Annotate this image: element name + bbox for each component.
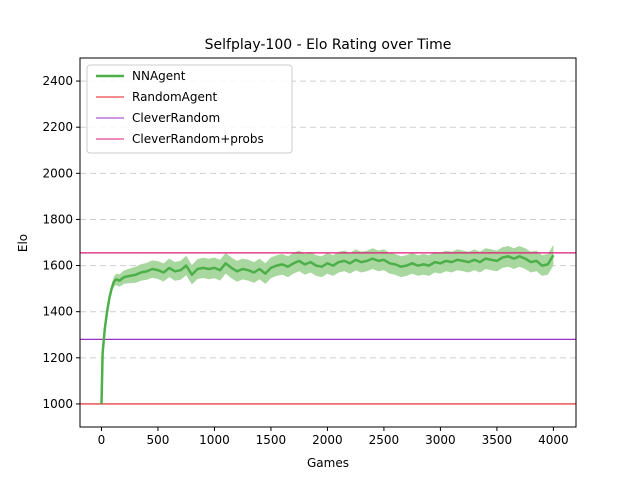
legend-box [86, 64, 293, 154]
legend-label-cleverrandom: CleverRandom [132, 111, 220, 125]
x-axis-label: Games [307, 456, 349, 470]
x-tick-label: 1500 [256, 433, 287, 447]
x-tick-label: 500 [147, 433, 170, 447]
y-tick-label: 1800 [42, 212, 73, 226]
legend-label-nnagent: NNAgent [132, 69, 186, 83]
nnagent-line [100, 254, 555, 404]
legend-label-randomagent: RandomAgent [132, 90, 217, 104]
x-tick-label: 3500 [482, 433, 513, 447]
y-tick-label: 2200 [42, 120, 73, 134]
legend-label-cleverrandom-probs: CleverRandom+probs [132, 132, 264, 146]
x-tick-label: 3000 [425, 433, 456, 447]
chart-title: Selfplay-100 - Elo Rating over Time [205, 37, 452, 53]
y-tick-label: 1200 [42, 351, 73, 365]
y-tick-label: 2400 [42, 74, 73, 88]
nnagent-confidence-band [101, 244, 554, 404]
y-tick-label: 1400 [42, 305, 73, 319]
x-tick-label: 2500 [369, 433, 400, 447]
y-tick-label: 2000 [42, 166, 73, 180]
y-tick-label: 1600 [42, 259, 73, 273]
x-axis-ticks: 0 500 1000 1500 2000 2500 3000 3500 4000 [98, 427, 569, 447]
x-tick-label: 1000 [199, 433, 230, 447]
y-axis-ticks: 1000 1200 1400 1600 1800 2000 2200 2400 [42, 74, 80, 411]
y-tick-label: 1000 [42, 397, 73, 411]
x-tick-label: 0 [98, 433, 106, 447]
x-tick-label: 4000 [538, 433, 569, 447]
legend: NNAgent RandomAgent CleverRandom CleverR… [86, 64, 293, 154]
x-tick-label: 2000 [312, 433, 343, 447]
plot-area: 0 500 1000 1500 2000 2500 3000 3500 4000 1000 120… [42, 57, 577, 447]
plot-frame [79, 57, 577, 428]
y-axis-label: Elo [16, 234, 30, 252]
